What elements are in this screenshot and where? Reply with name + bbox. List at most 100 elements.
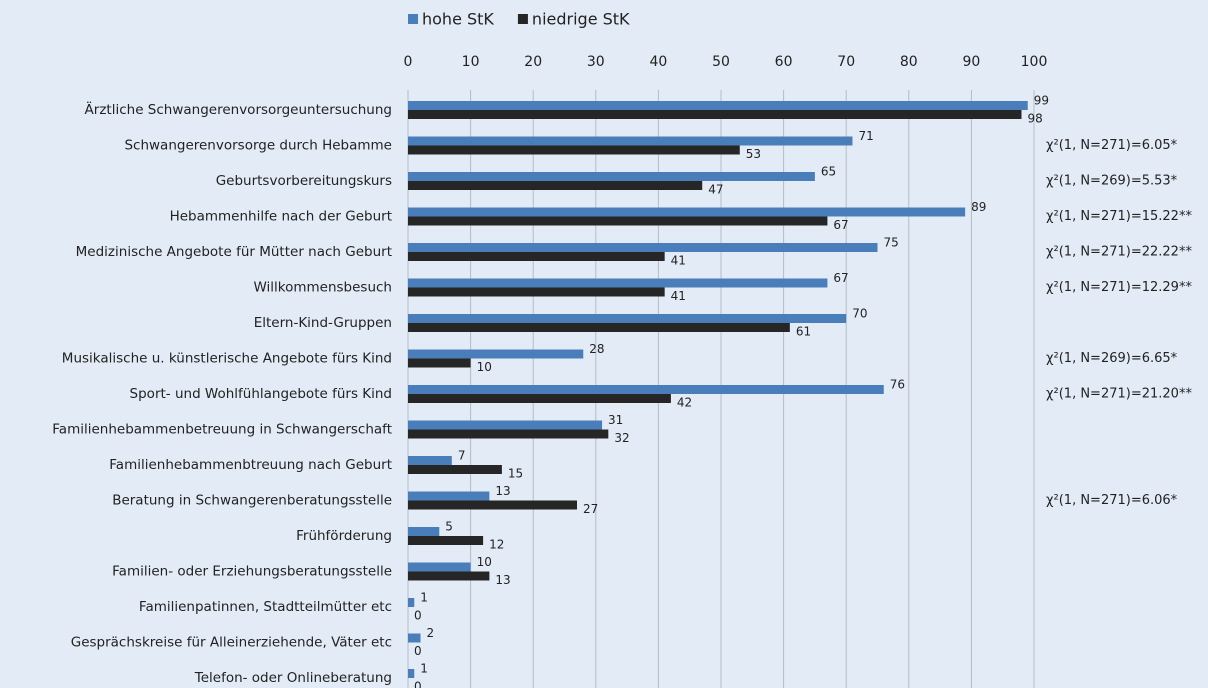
category-label: Ärztliche Schwangerenvorsorgeuntersuchun…	[85, 100, 392, 118]
bar	[408, 145, 740, 155]
value-label: 10	[477, 555, 492, 569]
value-label: 47	[708, 183, 723, 197]
bar	[408, 172, 815, 181]
value-label: 32	[614, 431, 629, 445]
category-label: Familienhebammenbetreuung in Schwangersc…	[52, 422, 392, 438]
category-label: Beratung in Schwangerenberatungsstelle	[112, 493, 392, 509]
bar	[408, 349, 584, 359]
category-label: Gesprächskreise für Alleinerziehende, Vä…	[71, 635, 392, 651]
category-label: Familien- oder Erziehungsberatungsstelle	[112, 564, 392, 580]
x-tick-label: 20	[524, 54, 542, 70]
bar	[408, 571, 490, 581]
legend-label: niedrige StK	[532, 10, 630, 29]
x-tick-label: 80	[900, 54, 918, 70]
legend-label: hohe StK	[422, 10, 494, 29]
annotation: χ²(1, N=271)=12.29**	[1046, 280, 1192, 295]
value-label: 7	[458, 449, 466, 463]
bar	[408, 252, 665, 261]
value-label: 42	[677, 396, 692, 410]
legend-swatch	[517, 14, 528, 24]
category-label: Willkommensbesuch	[253, 280, 392, 296]
bar	[408, 314, 847, 323]
bar	[408, 633, 421, 643]
category-label: Telefon- oder Onlineberatung	[194, 670, 392, 686]
bar	[408, 669, 415, 678]
x-tick-label: 10	[462, 54, 480, 70]
category-label: Frühförderung	[296, 528, 392, 544]
value-label: 99	[1034, 94, 1049, 108]
x-tick-label: 70	[837, 54, 855, 70]
value-label: 0	[414, 609, 422, 623]
x-tick-label: 60	[775, 54, 793, 70]
value-label: 2	[427, 626, 435, 640]
category-label: Eltern-Kind-Gruppen	[254, 315, 392, 331]
bar	[408, 278, 828, 288]
bar	[408, 110, 1022, 119]
value-label: 1	[420, 662, 428, 676]
category-label: Familienhebammenbtreuung nach Geburt	[109, 457, 392, 473]
value-label: 67	[833, 271, 848, 285]
bar	[408, 420, 603, 430]
annotation: χ²(1, N=271)=15.22**	[1046, 209, 1192, 224]
value-label: 71	[858, 129, 873, 143]
value-label: 76	[890, 378, 905, 392]
category-label: Hebammenhilfe nach der Geburt	[170, 209, 392, 225]
x-tick-label: 50	[712, 54, 730, 70]
annotation: χ²(1, N=269)=5.53*	[1046, 174, 1178, 189]
x-tick-label: 0	[404, 54, 413, 70]
value-label: 15	[508, 467, 523, 481]
value-label: 41	[671, 289, 686, 303]
bar	[408, 101, 1028, 110]
bar	[408, 216, 828, 226]
annotation: χ²(1, N=269)=6.65*	[1046, 351, 1178, 366]
category-label: Geburtsvorbereitungskurs	[216, 173, 392, 189]
value-label: 89	[971, 200, 986, 214]
value-label: 0	[414, 644, 422, 658]
value-label: 75	[884, 236, 899, 250]
bar	[408, 358, 471, 368]
category-label: Familienpatinnen, Stadtteilmütter etc	[139, 599, 392, 615]
value-label: 31	[608, 413, 623, 427]
category-label: Musikalische u. künstlerische Angebote f…	[62, 351, 392, 367]
bar	[408, 562, 471, 572]
value-label: 61	[796, 325, 811, 339]
legend-swatch	[408, 14, 418, 24]
bar	[408, 136, 853, 146]
value-label: 65	[821, 165, 836, 179]
value-label: 10	[477, 360, 492, 374]
bar	[408, 181, 703, 190]
bar	[408, 456, 452, 465]
annotation: χ²(1, N=271)=6.05*	[1046, 138, 1178, 153]
category-label: Schwangerenvorsorge durch Hebamme	[124, 138, 392, 154]
bar	[408, 243, 878, 252]
x-tick-label: 90	[962, 54, 980, 70]
bar	[408, 429, 609, 439]
value-label: 53	[746, 147, 761, 161]
x-tick-label: 100	[1021, 54, 1048, 70]
value-label: 1	[420, 591, 428, 605]
bar	[408, 385, 884, 394]
bar	[408, 527, 440, 536]
bar	[408, 536, 484, 545]
bar	[408, 465, 502, 474]
value-label: 13	[495, 484, 510, 498]
bar	[408, 323, 790, 332]
value-label: 70	[852, 307, 867, 321]
annotation: χ²(1, N=271)=6.06*	[1046, 493, 1178, 508]
annotation: χ²(1, N=271)=21.20**	[1046, 387, 1192, 402]
bar	[408, 500, 578, 510]
annotation: χ²(1, N=271)=22.22**	[1046, 245, 1192, 260]
value-label: 41	[671, 254, 686, 268]
value-label: 67	[833, 218, 848, 232]
value-label: 5	[445, 520, 453, 534]
value-label: 28	[589, 342, 604, 356]
value-label: 27	[583, 502, 598, 516]
value-label: 0	[414, 680, 422, 688]
category-label: Medizinische Angebote für Mütter nach Ge…	[76, 244, 392, 260]
bar	[408, 207, 966, 217]
x-tick-label: 30	[587, 54, 605, 70]
value-label: 98	[1027, 112, 1042, 126]
bar	[408, 491, 490, 501]
bar	[408, 598, 415, 607]
